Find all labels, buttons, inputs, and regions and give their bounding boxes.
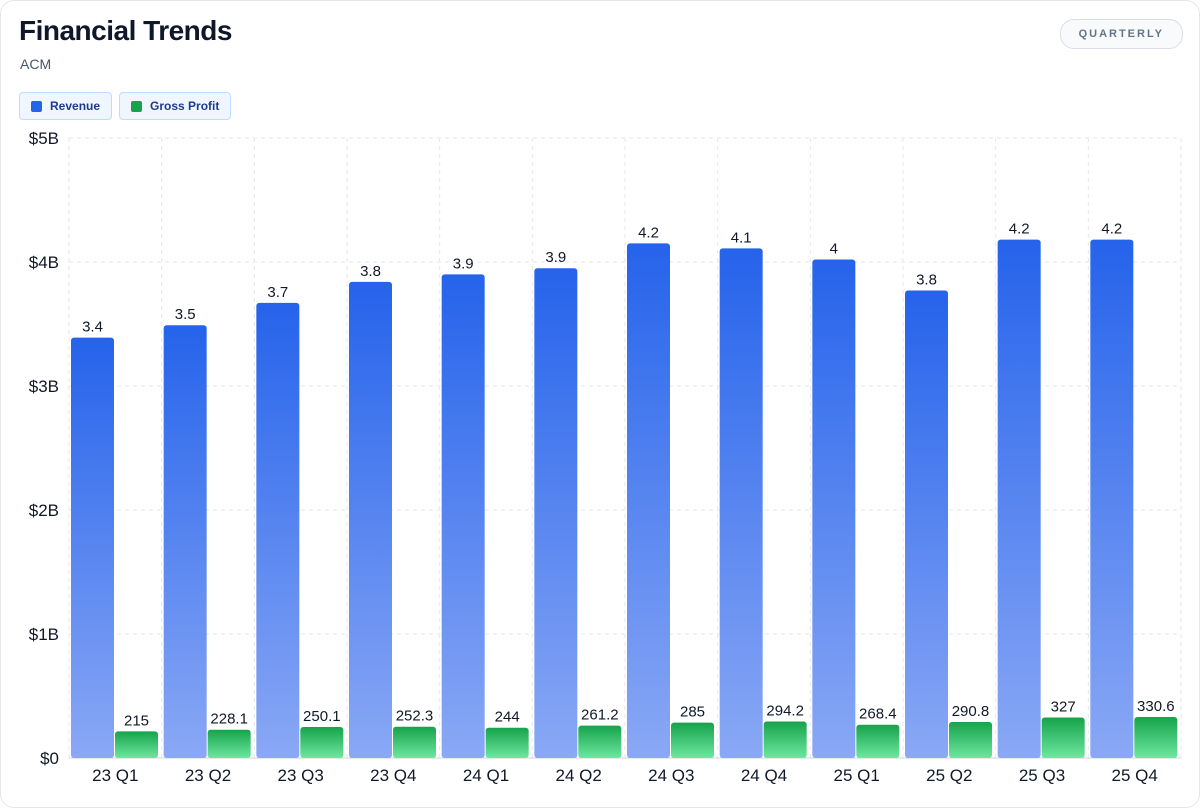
y-tick-label: $1B — [29, 625, 59, 644]
x-tick-label: 23 Q2 — [185, 766, 231, 785]
y-tick-label: $4B — [29, 253, 59, 272]
revenue-bar — [163, 325, 207, 758]
revenue-data-label: 3.4 — [82, 319, 103, 336]
revenue-data-label: 3.8 — [916, 272, 937, 289]
revenue-bar — [812, 259, 856, 758]
revenue-bar — [905, 290, 948, 758]
revenue-bar — [534, 268, 578, 758]
y-tick-label: $0 — [40, 749, 59, 768]
gross-profit-bar — [671, 722, 714, 758]
x-tick-label: 24 Q3 — [648, 766, 694, 785]
gross-profit-bar — [393, 726, 436, 758]
revenue-data-label: 4 — [830, 241, 838, 258]
legend-label-revenue: Revenue — [50, 99, 101, 113]
labels-layer: $0 $1B $2B $3B $4B $5B 3.4 215 23 Q1 3.5 228.1 23 Q… — [29, 129, 1175, 785]
gross-profit-data-label: 330.6 — [1137, 698, 1175, 715]
revenue-bar — [256, 302, 300, 758]
x-tick-label: 25 Q1 — [834, 766, 880, 785]
gross-profit-data-label: 268.4 — [859, 706, 897, 723]
revenue-bar — [1090, 239, 1134, 758]
grid-layer — [68, 137, 1182, 759]
gross-profit-bar — [949, 721, 992, 758]
x-tick-label: 25 Q3 — [1019, 766, 1065, 785]
gross-profit-data-label: 252.3 — [396, 708, 434, 725]
gross-profit-data-label: 327 — [1051, 698, 1076, 715]
x-tick-label: 25 Q2 — [926, 766, 972, 785]
gross-profit-data-label: 228.1 — [210, 711, 248, 728]
chart-title: Financial Trends — [19, 15, 232, 46]
revenue-data-label: 4.2 — [1101, 221, 1122, 238]
revenue-bar — [349, 281, 392, 758]
y-tick-label: $2B — [29, 501, 59, 520]
legend-item-gross-profit[interactable]: Gross Profit — [119, 92, 232, 120]
revenue-data-label: 3.5 — [175, 306, 196, 323]
legend: Revenue Gross Profit — [19, 92, 232, 120]
y-tick-label: $3B — [29, 377, 59, 396]
chart-subtitle: ACM — [20, 56, 52, 72]
gross-profit-bar — [763, 721, 807, 758]
gross-profit-data-label: 290.8 — [952, 703, 990, 720]
legend-item-revenue[interactable]: Revenue — [19, 92, 113, 120]
revenue-bar — [441, 274, 485, 758]
x-tick-label: 25 Q4 — [1112, 766, 1158, 785]
x-tick-label: 23 Q3 — [278, 766, 324, 785]
revenue-data-label: 4.2 — [638, 224, 659, 241]
gross-profit-data-label: 250.1 — [303, 708, 341, 725]
gross-profit-bar — [300, 726, 344, 758]
x-tick-label: 24 Q1 — [463, 766, 509, 785]
period-toggle-button[interactable]: QUARTERLY — [1059, 19, 1183, 49]
revenue-bar — [997, 239, 1041, 758]
gross-profit-bar — [207, 729, 251, 758]
revenue-data-label: 3.8 — [360, 263, 381, 280]
gross-profit-bar — [1134, 717, 1178, 758]
revenue-data-label: 3.9 — [453, 255, 474, 272]
gross-profit-swatch-icon — [131, 100, 143, 112]
y-tick-label: $5B — [29, 129, 59, 148]
x-tick-label: 24 Q4 — [741, 766, 787, 785]
gross-profit-data-label: 261.2 — [581, 707, 619, 724]
revenue-data-label: 4.2 — [1009, 221, 1030, 238]
gross-profit-bar — [485, 727, 529, 758]
gross-profit-data-label: 244 — [495, 709, 520, 726]
revenue-data-label: 3.7 — [267, 284, 288, 301]
gross-profit-data-label: 285 — [680, 704, 705, 721]
gross-profit-bar — [115, 731, 158, 758]
gross-profit-data-label: 294.2 — [766, 703, 804, 720]
revenue-data-label: 4.1 — [731, 229, 752, 246]
revenue-swatch-icon — [31, 100, 42, 112]
gross-profit-bar — [856, 724, 900, 758]
x-tick-label: 24 Q2 — [556, 766, 602, 785]
revenue-bar — [627, 243, 670, 758]
x-tick-label: 23 Q4 — [370, 766, 416, 785]
x-tick-label: 23 Q1 — [92, 766, 138, 785]
gross-profit-data-label: 215 — [124, 712, 149, 729]
revenue-data-label: 3.9 — [545, 249, 566, 266]
bars-layer — [71, 239, 1178, 759]
revenue-bar — [71, 337, 114, 758]
gross-profit-bar — [1041, 717, 1085, 758]
revenue-bar — [719, 248, 763, 759]
legend-label-gross-profit: Gross Profit — [150, 99, 220, 113]
gross-profit-bar — [578, 725, 622, 758]
